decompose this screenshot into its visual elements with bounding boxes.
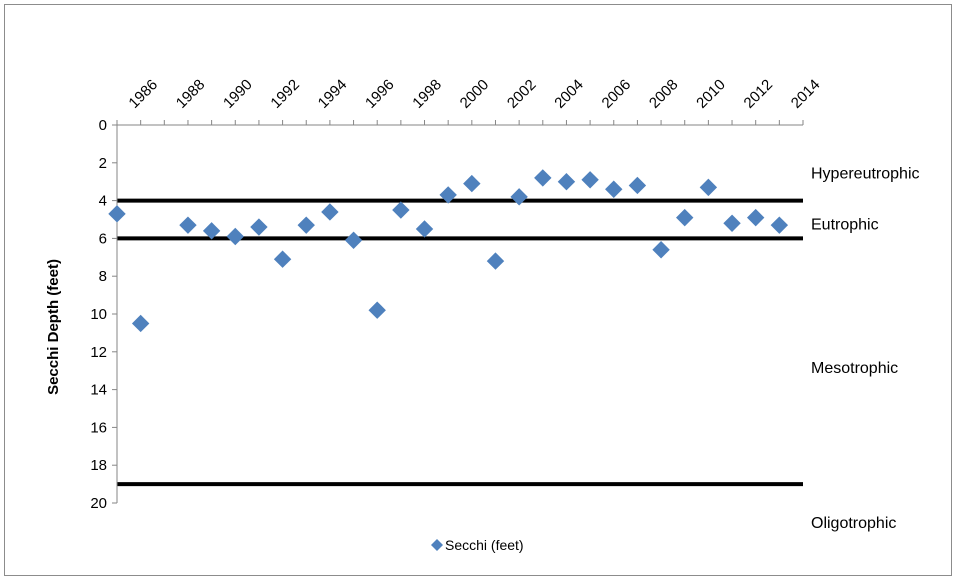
data-point: [557, 172, 576, 191]
data-point: [770, 216, 789, 234]
y-tick-label: 14: [90, 382, 107, 399]
data-point: [510, 188, 528, 206]
data-point: [179, 216, 197, 234]
data-point: [534, 169, 552, 187]
x-tick-label: 1988: [173, 76, 209, 112]
x-tick-label: 1998: [409, 76, 445, 112]
x-tick-label: 1986: [125, 76, 161, 112]
y-tick-label: 16: [90, 419, 107, 436]
data-point: [676, 208, 694, 227]
threshold-lines: [117, 198, 803, 487]
data-point: [226, 227, 244, 246]
x-tick-label: 2010: [693, 76, 729, 112]
data-point: [415, 220, 434, 238]
data-point: [131, 314, 150, 333]
data-point: [605, 180, 623, 198]
data-point: [273, 250, 292, 268]
zone-label: Mesotrophic: [811, 360, 898, 377]
y-tick-label: 8: [99, 268, 107, 285]
y-tick-label: 4: [99, 193, 107, 210]
zone-label: Oligotrophic: [811, 515, 896, 532]
x-tick-label: 1992: [267, 76, 303, 112]
y-tick-label: 0: [99, 117, 107, 134]
x-tick-label: 2006: [599, 76, 635, 112]
data-point: [581, 171, 599, 189]
legend-label: Secchi (feet): [445, 537, 524, 553]
y-axis-title: Secchi Depth (feet): [45, 259, 62, 395]
x-tick-label: 2008: [646, 76, 682, 112]
data-point: [486, 252, 505, 270]
axes: [116, 124, 803, 503]
y-tick-label: 12: [90, 344, 107, 361]
y-axis-ticks: 0 2 4 6 8 10 12 14 16 18 20: [90, 117, 117, 512]
zone-label: Eutrophic: [811, 216, 879, 233]
x-tick-label: 1996: [362, 76, 398, 112]
y-tick-label: 10: [90, 306, 107, 323]
chart-frame: 0 2 4 6 8 10 12 14 16 18 20 1986 1988 1990 1992 1994 19…: [4, 4, 952, 576]
data-point: [321, 203, 339, 221]
y-tick-label: 6: [99, 230, 107, 247]
x-tick-label: 1994: [315, 76, 351, 112]
data-point: [699, 178, 718, 197]
x-tick-label: 1990: [220, 76, 256, 112]
data-point: [746, 208, 765, 227]
data-points: [108, 169, 789, 333]
y-tick-label: 20: [90, 495, 107, 512]
data-point: [652, 241, 670, 259]
x-tick-label: 2012: [740, 76, 776, 112]
y-tick-label: 2: [99, 155, 107, 172]
x-tick-label: 2014: [788, 76, 824, 112]
data-point: [463, 174, 481, 193]
data-point: [723, 214, 741, 232]
x-axis-ticks: 1986 1988 1990 1992 1994 1996 1998 2000 2002 2004…: [116, 76, 824, 125]
data-point: [439, 186, 457, 204]
data-point: [250, 218, 268, 236]
x-tick-label: 2002: [504, 76, 540, 112]
x-tick-label: 2000: [457, 76, 493, 112]
data-point: [344, 231, 363, 249]
data-point: [628, 176, 647, 195]
y-tick-label: 18: [90, 457, 107, 474]
data-point: [108, 205, 126, 223]
x-tick-label: 2004: [551, 76, 587, 112]
legend: Secchi (feet): [431, 537, 524, 553]
legend-marker-diamond-icon: [431, 539, 443, 551]
zone-label: Hypereutrophic: [811, 165, 920, 182]
data-point: [297, 216, 315, 234]
data-point: [392, 201, 410, 219]
data-point: [202, 222, 221, 240]
zone-labels: Hypereutrophic Eutrophic Mesotrophic Oligot…: [811, 165, 920, 532]
data-point: [368, 301, 386, 319]
